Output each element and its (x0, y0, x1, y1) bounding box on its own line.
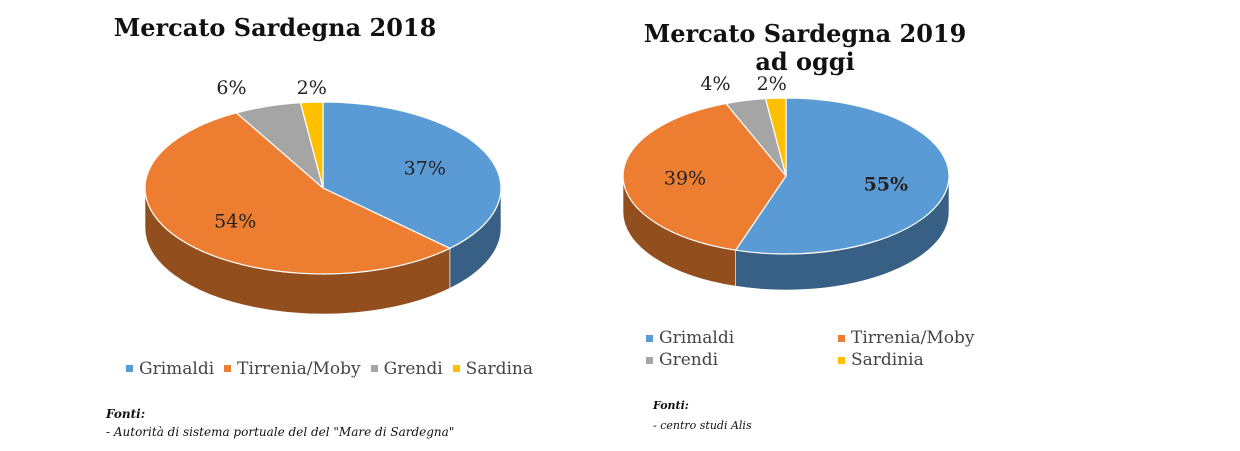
legend-swatch (646, 356, 653, 364)
legend-label: Grimaldi (659, 328, 735, 348)
pie-slice-tirrenia-moby (144, 112, 452, 275)
sources-heading: Fonti: (653, 399, 689, 412)
legend: Grimaldi Tirrenia/Moby Grendi Sardina (126, 357, 543, 379)
legend-label: Sardina (465, 358, 533, 379)
legend-item-grimaldi: Grimaldi (126, 359, 214, 379)
chart-title: Mercato Sardegna 2018 (113, 13, 437, 42)
legend-item-grendi: Grendi (646, 350, 828, 370)
data-label-sardinia: 2% (757, 73, 787, 95)
data-label-tirrenia-moby: 54% (214, 210, 256, 232)
pie-slice-grimaldi (734, 97, 950, 255)
legend-item-grimaldi: Grimaldi (646, 328, 828, 348)
legend-swatch (646, 334, 653, 342)
legend-swatch (126, 365, 133, 372)
chart-2019: Mercato Sardegna 2019 ad oggi 55% 39% 4% 2%… (620, 0, 1240, 451)
data-label-sardina: 2% (297, 77, 327, 99)
pie-slice-grimaldi (322, 101, 502, 249)
chart-2018: Mercato Sardegna 2018 37% 54% 6% 2% Grimald… (106, 13, 543, 441)
legend-swatch (452, 365, 460, 372)
chart-subtitle: ad oggi (755, 47, 855, 76)
pie-chart-2018: 37% 54% 6% 2% (144, 77, 502, 315)
legend-swatch (370, 365, 378, 372)
legend-swatch (838, 356, 845, 364)
legend-label: Grendi (659, 350, 719, 370)
legend-swatch (224, 365, 232, 372)
legend-item-grendi: Grendi (370, 358, 443, 379)
sources: Fonti: - centro studi Alis (653, 396, 752, 436)
legend-label: Grendi (383, 358, 443, 379)
data-label-grimaldi: 55% (864, 174, 909, 196)
legend-label: Tirrenia/Moby (237, 358, 361, 379)
legend-item-sardina: Sardina (452, 358, 533, 379)
legend: Grimaldi Tirrenia/Moby Grendi Sardinia (646, 328, 1038, 370)
source-line: - Autorità di sistema portuale del del "… (106, 425, 455, 439)
legend-item-tirrenia-moby: Tirrenia/Moby (838, 328, 1028, 348)
chart-title: Mercato Sardegna 2019 ad oggi (640, 20, 970, 76)
data-label-grendi: 4% (700, 73, 730, 95)
sources-heading: Fonti: (106, 407, 146, 421)
pie-slice-sardinia (764, 97, 787, 177)
legend-label: Sardinia (851, 350, 924, 370)
data-label-grimaldi: 37% (404, 157, 446, 179)
data-label-grendi: 6% (216, 77, 246, 99)
source-line: - centro studi Alis (653, 419, 752, 432)
sources: Fonti: - Autorità di sistema portuale de… (106, 405, 454, 441)
data-label-tirrenia-moby: 39% (664, 168, 706, 190)
legend-label: Grimaldi (139, 358, 215, 379)
legend-item-sardinia: Sardinia (838, 350, 1028, 370)
legend-item-tirrenia-moby: Tirrenia/Moby (224, 358, 361, 379)
pie-slice-tirrenia-moby (622, 102, 787, 251)
legend-swatch (838, 334, 845, 342)
legend-label: Tirrenia/Moby (851, 328, 975, 348)
chart-title-line: Mercato Sardegna 2019 (643, 19, 967, 48)
pie-slice-sardina (299, 101, 324, 189)
pie-chart-2019: 55% 39% 4% 2% (622, 73, 950, 291)
